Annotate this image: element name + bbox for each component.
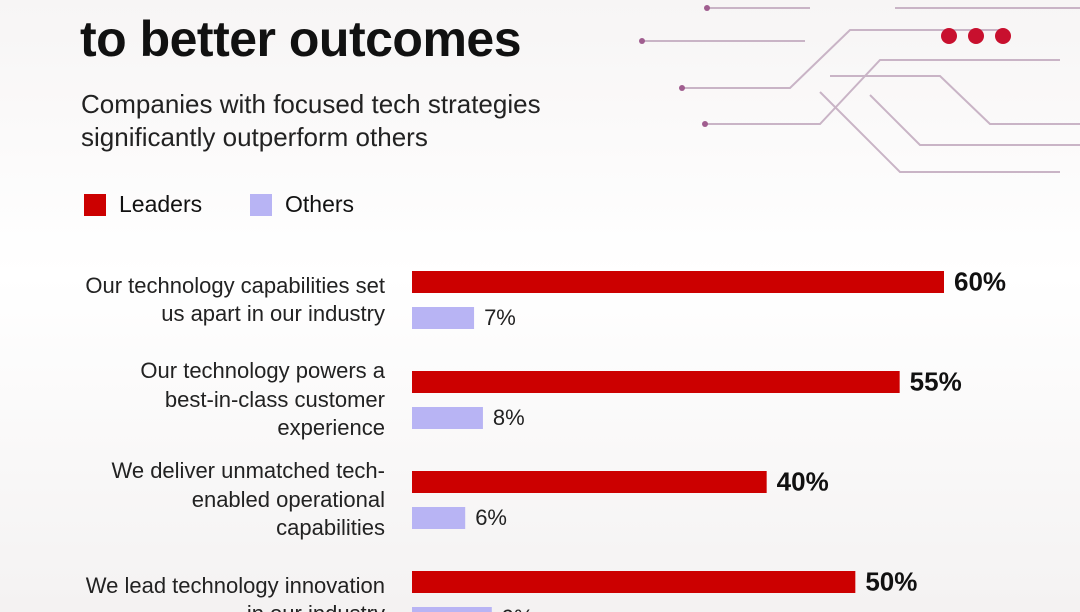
chart-subtitle: Companies with focused tech strategies s…	[81, 89, 541, 152]
bar	[412, 307, 475, 329]
chart-title: to better outcomes	[80, 11, 522, 67]
value-label: 6%	[475, 505, 507, 530]
bar	[412, 607, 492, 612]
category-label: We lead technology innovation in our ind…	[85, 572, 385, 612]
bar	[412, 407, 483, 429]
legend-label: Leaders	[119, 191, 203, 217]
category-label: Our technology powers a best-in-class cu…	[140, 358, 385, 440]
value-label: 9%	[502, 605, 534, 612]
legend-swatch	[84, 193, 106, 216]
legend-label: Others	[285, 191, 355, 217]
value-label: 55%	[909, 366, 962, 397]
bar	[412, 371, 900, 393]
value-label: 60%	[954, 266, 1007, 297]
legend-swatch	[250, 193, 272, 216]
value-label: 8%	[492, 405, 525, 430]
bar	[412, 271, 944, 293]
category-label: We deliver unmatched tech-enabled operat…	[111, 458, 385, 540]
bar	[412, 571, 856, 593]
legend-item: Leaders	[84, 191, 202, 218]
value-label: 50%	[865, 566, 918, 597]
bar	[412, 507, 466, 529]
category-label: Our technology capabilities set us apart…	[85, 272, 385, 327]
legend-item: Others	[250, 191, 354, 218]
value-label: 40%	[776, 466, 829, 497]
value-label: 7%	[484, 305, 516, 330]
bar	[412, 471, 767, 493]
